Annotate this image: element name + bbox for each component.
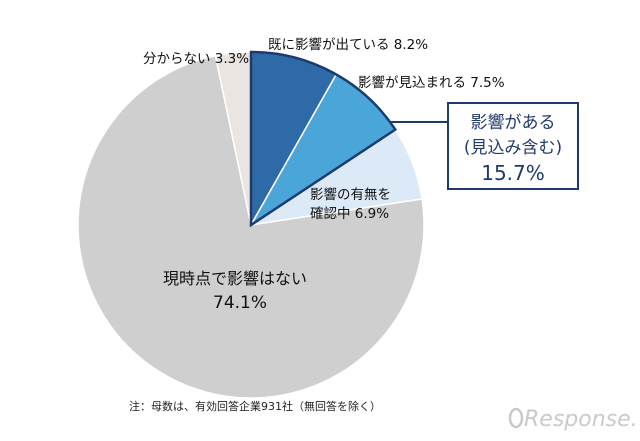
highlight-outline [249, 50, 398, 228]
slice-label-none-line1: 現時点で影響はない [163, 269, 307, 288]
slice-label-already-affected: 既に影響が出ている 8.2% [268, 36, 428, 53]
slice-label-none-line2: 74.1% [213, 293, 267, 313]
highlight-wedge [249, 50, 398, 228]
slice-label-unknown: 分からない 3.3% [143, 51, 249, 67]
footnote: 注：母数は、有効回答企業931社（無回答を除く） [129, 399, 381, 413]
callout-box [447, 102, 579, 190]
slice-label-checking-line1: 影響の有無を [310, 186, 391, 203]
slice-label-checking-line2: 確認中 6.9% [310, 206, 389, 222]
watermark: Response. [508, 407, 638, 432]
callout-line1: 影響がある [471, 113, 556, 133]
slice-label-expected: 影響が見込まれる 7.5% [358, 74, 505, 91]
watermark-text: Response. [524, 407, 638, 432]
callout-value: 15.7% [481, 161, 545, 185]
callout-line2: (見込み含む) [464, 138, 562, 158]
pie-slice-3 [77, 54, 425, 399]
pie-slices [77, 51, 425, 399]
